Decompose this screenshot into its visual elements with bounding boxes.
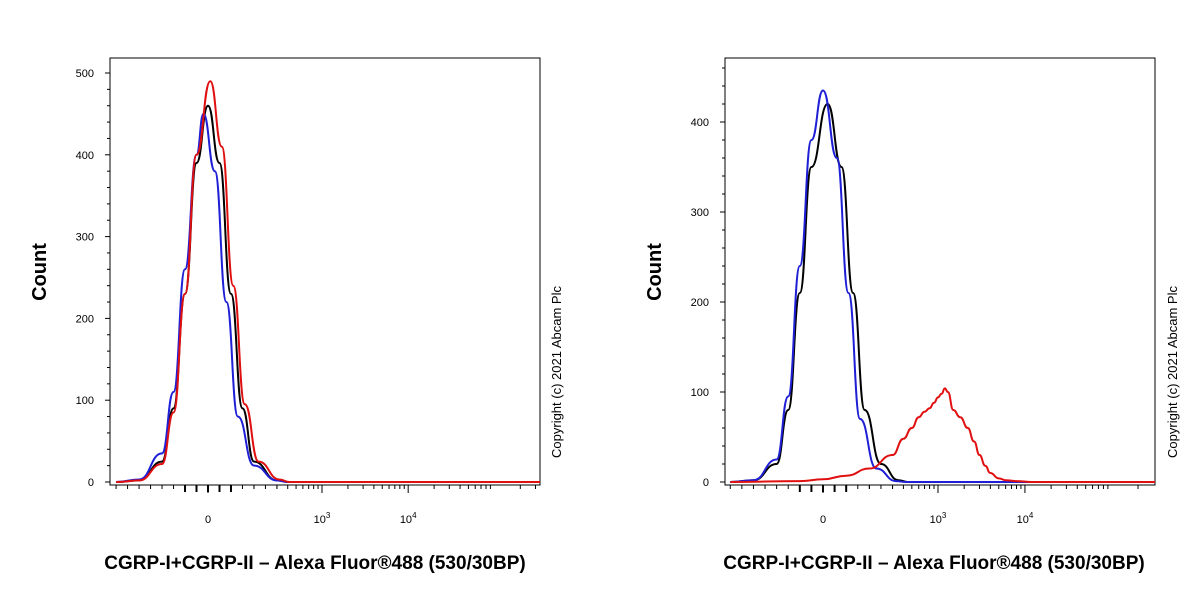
- plot-frame-1: [109, 57, 541, 486]
- histogram-series-2: [116, 112, 540, 483]
- y-tick-label: 500: [76, 68, 94, 80]
- y-tick-label: 0: [703, 477, 709, 489]
- copyright-text-2: Copyright (c) 2021 Abcam Plc: [1165, 286, 1180, 458]
- x-axis-label-1: CGRP-I+CGRP-II – Alexa Fluor®488 (530/30…: [104, 553, 525, 574]
- x-axis-label-2: CGRP-I+CGRP-II – Alexa Fluor®488 (530/30…: [723, 553, 1144, 574]
- x-tick-label: 0: [820, 514, 826, 526]
- copyright-text-1: Copyright (c) 2021 Abcam Plc: [549, 286, 564, 458]
- y-tick-label: 0: [88, 477, 94, 489]
- histogram-series-3: [730, 387, 1155, 483]
- y-tick-label: 200: [691, 297, 709, 309]
- x-tick-label: 0: [205, 514, 211, 526]
- histogram-series-1: [730, 103, 1155, 483]
- y-axis-label-1: Count: [29, 243, 51, 301]
- x-tick-label: 103: [314, 511, 331, 526]
- x-tick-label: 104: [400, 511, 417, 526]
- y-tick-label: 400: [76, 150, 94, 162]
- histogram-series-1: [116, 104, 540, 483]
- histogram-series-2: [730, 89, 1155, 483]
- plot-frame-2: [724, 57, 1156, 486]
- histogram-panel-2: 0 100 200 300 400 0 103 104 Count CGRP-I+CGRP-…: [644, 57, 1180, 574]
- y-tick-label: 300: [691, 207, 709, 219]
- y-tick-label: 200: [76, 313, 94, 325]
- y-tick-label: 100: [76, 395, 94, 407]
- histogram-panel-1: 0 100 200 300 400 500 0 103 104 Count CGRP-I+CG…: [29, 57, 564, 574]
- y-tick-label: 400: [691, 117, 709, 129]
- histogram-series-3: [116, 80, 540, 483]
- y-tick-label: 300: [76, 232, 94, 244]
- y-axis-label-2: Count: [644, 243, 666, 301]
- y-tick-label: 100: [691, 387, 709, 399]
- x-tick-label: 104: [1017, 511, 1034, 526]
- x-tick-label: 103: [930, 511, 947, 526]
